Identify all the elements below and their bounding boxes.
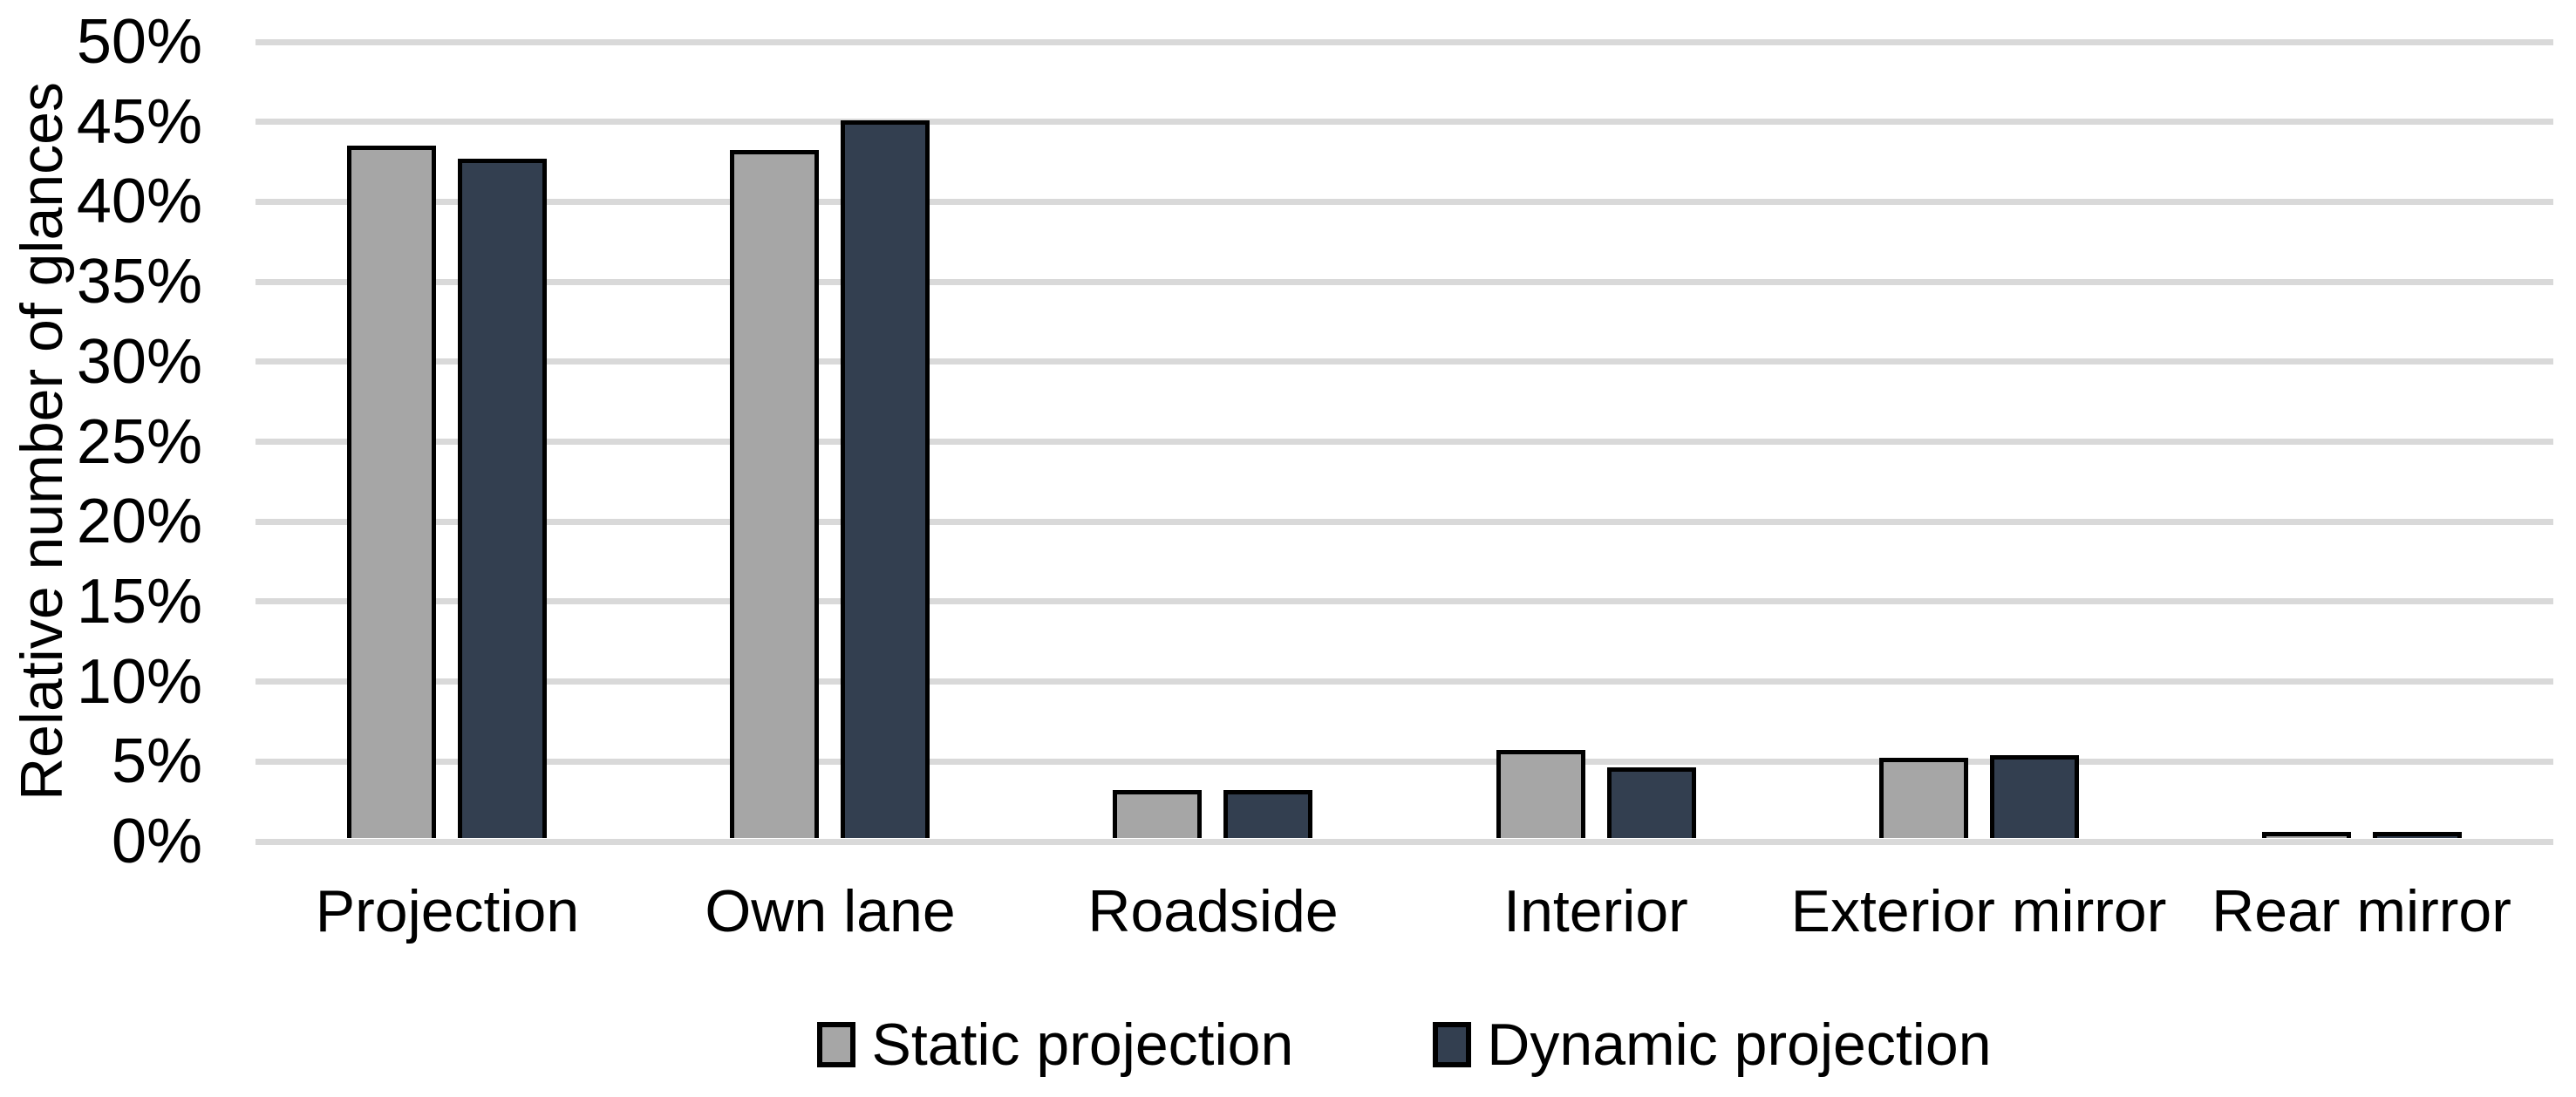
y-tick-label: 20% xyxy=(76,487,202,556)
y-tick-label: 45% xyxy=(76,87,202,157)
bar-static-rear-mirror xyxy=(2262,832,2351,838)
gridline xyxy=(256,439,2553,445)
bar-static-interior xyxy=(1496,750,1585,838)
y-tick-label: 5% xyxy=(111,726,202,796)
bar-dynamic-rear-mirror xyxy=(2373,832,2462,838)
gridline xyxy=(256,358,2553,365)
legend-marker-icon xyxy=(1433,1022,1472,1067)
y-tick-label: 35% xyxy=(76,247,202,317)
gridline xyxy=(256,598,2553,604)
y-tick-label: 15% xyxy=(76,567,202,637)
gridline xyxy=(256,759,2553,765)
legend-label: Static projection xyxy=(871,1012,1294,1078)
x-axis-label: Own lane xyxy=(705,878,956,944)
legend-item: Dynamic projection xyxy=(1433,1010,1992,1080)
x-axis-label: Exterior mirror xyxy=(1790,878,2167,944)
x-axis-line xyxy=(256,839,2553,845)
gridline xyxy=(256,519,2553,525)
legend-marker-icon xyxy=(817,1022,856,1067)
y-tick-label: 0% xyxy=(111,807,202,876)
bar-dynamic-exterior-mirror xyxy=(1990,755,2079,838)
gridline xyxy=(256,279,2553,285)
y-tick-label: 30% xyxy=(76,327,202,397)
x-axis-label: Roadside xyxy=(1087,878,1339,944)
legend-item: Static projection xyxy=(817,1010,1293,1080)
x-axis-label: Interior xyxy=(1503,878,1688,944)
legend-label: Dynamic projection xyxy=(1487,1012,1992,1078)
y-tick-label: 10% xyxy=(76,647,202,717)
gridline xyxy=(256,199,2553,205)
gridline xyxy=(256,39,2553,45)
y-tick-label: 40% xyxy=(76,167,202,236)
x-axis-label: Rear mirror xyxy=(2211,878,2511,944)
bar-static-exterior-mirror xyxy=(1879,758,1968,838)
bar-static-projection xyxy=(347,146,436,838)
gridline xyxy=(256,119,2553,125)
y-tick-label: 50% xyxy=(76,7,202,77)
bar-dynamic-roadside xyxy=(1223,790,1312,838)
bar-dynamic-projection xyxy=(458,159,547,838)
bar-static-roadside xyxy=(1113,790,1202,838)
legend: Static projection Dynamic projection xyxy=(256,1010,2553,1080)
x-axis-label: Projection xyxy=(315,878,580,944)
bar-static-own-lane xyxy=(730,150,819,838)
y-tick-label: 25% xyxy=(76,407,202,477)
gridline xyxy=(256,678,2553,685)
bar-dynamic-own-lane xyxy=(841,120,930,838)
bar-dynamic-interior xyxy=(1607,767,1696,838)
